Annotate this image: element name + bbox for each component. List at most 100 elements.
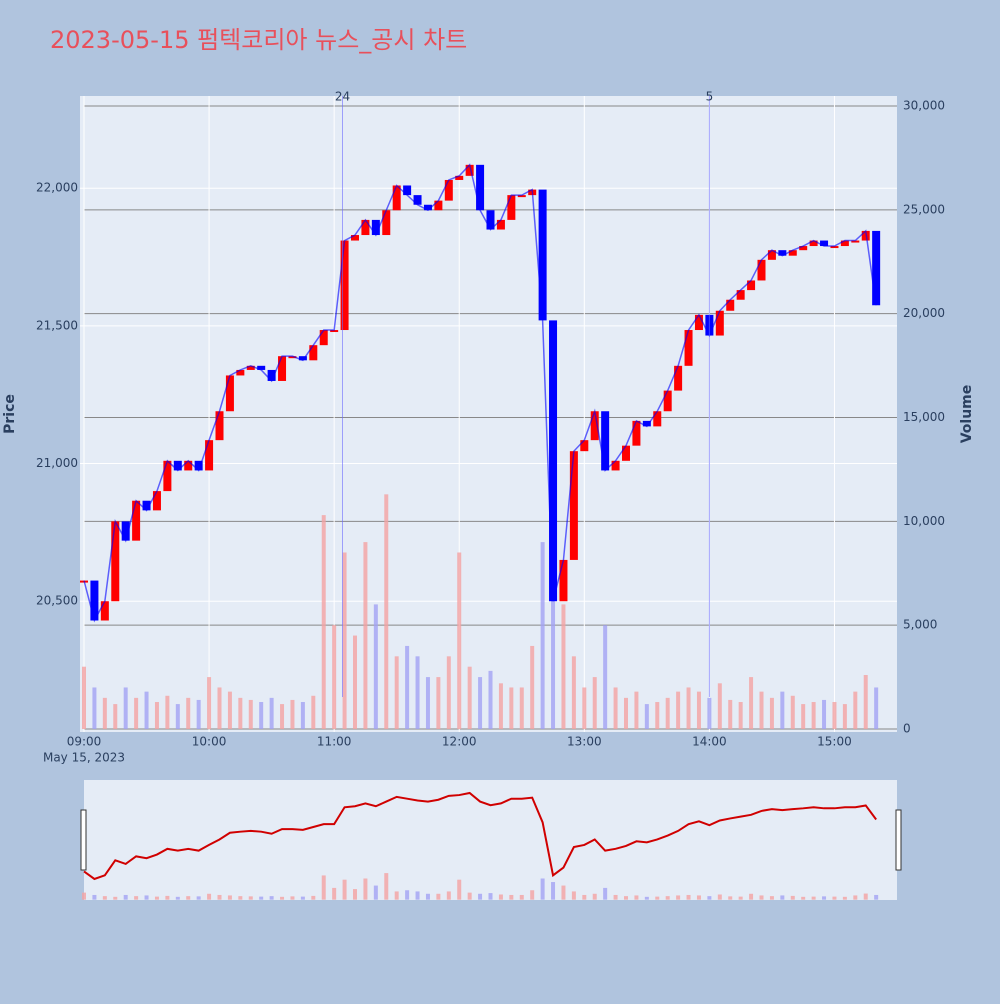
volume-bar bbox=[280, 704, 285, 730]
slider-volume-bar bbox=[780, 895, 785, 900]
slider-volume-bar bbox=[551, 882, 556, 900]
chart-title: 2023-05-15 펌텍코리아 뉴스_공시 차트 bbox=[50, 26, 467, 54]
volume-bar bbox=[144, 691, 149, 730]
slider-volume-bar bbox=[655, 896, 660, 900]
candle bbox=[340, 240, 349, 331]
volume-bar bbox=[634, 691, 639, 730]
slider-volume-bar bbox=[457, 879, 462, 900]
slider-volume-bar bbox=[801, 896, 806, 900]
slider-volume-bar bbox=[165, 895, 170, 900]
slider-volume-bar bbox=[259, 896, 264, 900]
volume-bar bbox=[363, 542, 368, 730]
slider-handle[interactable] bbox=[895, 809, 902, 871]
volume-bar bbox=[530, 645, 535, 730]
volume-bar bbox=[738, 702, 743, 730]
candle bbox=[444, 179, 453, 201]
volume-bar bbox=[238, 697, 243, 730]
volume-bar bbox=[92, 687, 97, 730]
slider-volume-bar bbox=[207, 893, 212, 900]
candle bbox=[580, 440, 589, 452]
y-axis-title: Price bbox=[2, 394, 18, 434]
volume-bar bbox=[373, 604, 378, 730]
slider-volume-bar bbox=[561, 885, 566, 900]
volume-bar bbox=[749, 677, 754, 730]
slider-volume-bar bbox=[832, 896, 837, 900]
candle bbox=[476, 164, 485, 211]
candle bbox=[590, 411, 599, 441]
volume-bar bbox=[863, 675, 868, 730]
candle bbox=[111, 521, 120, 602]
y-tick-label: 20,500 bbox=[36, 594, 78, 608]
volume-bar bbox=[217, 687, 222, 730]
volume-bar bbox=[582, 687, 587, 730]
volume-bar bbox=[769, 697, 774, 730]
y-tick-label: 22,000 bbox=[36, 181, 78, 195]
candle bbox=[163, 460, 172, 492]
candle bbox=[382, 210, 391, 236]
volume-bar bbox=[186, 697, 191, 730]
slider-volume-bar bbox=[759, 895, 764, 900]
candle bbox=[142, 500, 151, 511]
candle bbox=[246, 365, 255, 370]
candle bbox=[767, 250, 776, 260]
range-slider[interactable] bbox=[84, 780, 897, 900]
candle bbox=[173, 460, 182, 471]
candle bbox=[538, 189, 547, 321]
volume-bar bbox=[759, 691, 764, 730]
y2-axis-title: Volume bbox=[959, 385, 975, 444]
volume-bar bbox=[696, 691, 701, 730]
volume-bar bbox=[592, 677, 597, 730]
slider-volume-bar bbox=[676, 895, 681, 900]
candle bbox=[423, 204, 432, 211]
slider-volume-bar bbox=[519, 894, 524, 900]
slider-volume-bar bbox=[467, 892, 472, 900]
slider-handle[interactable] bbox=[80, 809, 87, 871]
volume-bar bbox=[801, 704, 806, 730]
slider-volume-bar bbox=[154, 896, 159, 900]
volume-bar bbox=[780, 691, 785, 730]
volume-bar bbox=[102, 697, 107, 730]
slider-volume-bar bbox=[175, 896, 180, 900]
slider-volume-bar bbox=[811, 896, 816, 900]
volume-bar bbox=[467, 666, 472, 730]
volume-bar bbox=[82, 666, 86, 730]
candle bbox=[726, 299, 735, 311]
slider-volume-bar bbox=[478, 893, 483, 900]
slider-volume-bar bbox=[738, 896, 743, 900]
volume-bar bbox=[551, 573, 556, 730]
slider-volume-bar bbox=[311, 895, 316, 900]
volume-bar bbox=[113, 704, 118, 730]
candle bbox=[90, 580, 99, 621]
slider-volume-bar bbox=[394, 891, 399, 900]
slider-volume-bar bbox=[102, 896, 107, 900]
volume-bar bbox=[561, 604, 566, 730]
volume-bar bbox=[269, 697, 274, 730]
x-tick-label: 13:00 bbox=[567, 735, 602, 749]
candle bbox=[309, 345, 318, 361]
volume-bar bbox=[519, 687, 524, 730]
candle bbox=[267, 369, 276, 381]
volume-bar bbox=[655, 702, 660, 730]
slider-volume-bar bbox=[82, 892, 86, 900]
volume-bar bbox=[248, 699, 253, 730]
volume-bar bbox=[436, 677, 441, 730]
candle bbox=[715, 310, 724, 336]
volume-bar bbox=[394, 656, 399, 730]
slider-volume-bar bbox=[749, 893, 754, 900]
slider-volume-bar bbox=[217, 894, 222, 900]
slider-volume-bar bbox=[874, 894, 879, 900]
volume-bar bbox=[478, 677, 483, 730]
volume-bar bbox=[321, 515, 326, 730]
candle bbox=[100, 601, 109, 621]
slider-volume-bar bbox=[332, 887, 337, 900]
slider-volume-bar bbox=[498, 894, 503, 900]
volume-bar bbox=[665, 697, 670, 730]
y2-tick-label: 25,000 bbox=[903, 202, 945, 216]
candle bbox=[778, 250, 787, 256]
volume-bar bbox=[405, 645, 410, 730]
slider-volume-bar bbox=[863, 893, 868, 900]
candle bbox=[288, 356, 297, 359]
candle bbox=[278, 356, 287, 381]
volume-bar bbox=[134, 697, 139, 730]
volume-bar bbox=[603, 625, 608, 730]
